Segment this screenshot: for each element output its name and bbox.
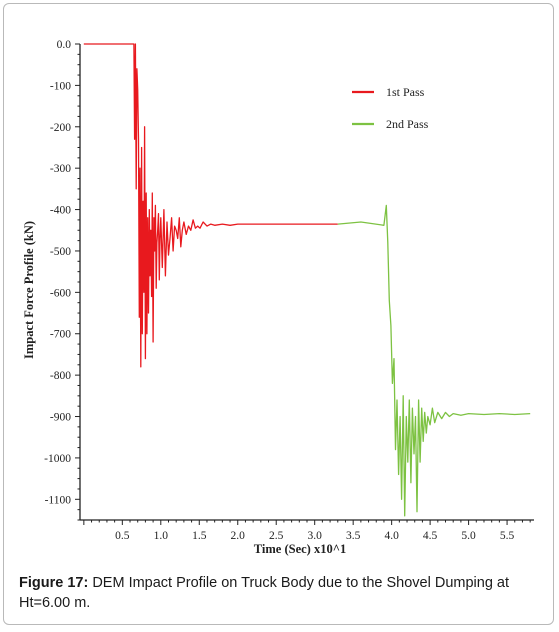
y-tick-label: -300 — [50, 163, 71, 175]
x-tick-label: 3.0 — [308, 530, 323, 542]
x-tick-label: 1.5 — [192, 530, 207, 542]
legend-label-1: 1st Pass — [386, 85, 425, 99]
y-tick-label: -700 — [50, 329, 71, 341]
axes: 0.0 -100 -200 -300 -400 -500 -600 -700 -800 -900 -… — [44, 39, 534, 542]
y-tick-label: -200 — [50, 122, 71, 134]
caption-label: Figure 17: — [19, 575, 89, 591]
series-line-1 — [83, 43, 338, 368]
y-tick-label: -600 — [50, 287, 71, 299]
y-tick-label: -900 — [50, 412, 71, 424]
series-line-2 — [337, 204, 531, 517]
y-axis-label: Impact Force Profile (kN) — [22, 221, 36, 359]
y-tick-label: -800 — [50, 370, 71, 382]
y-tick-label: -100 — [50, 80, 71, 92]
y-tick-label: -1000 — [44, 453, 71, 465]
y-tick-label: -500 — [50, 246, 71, 258]
legend-label-2: 2nd Pass — [386, 117, 429, 131]
y-tick-label: -400 — [50, 205, 71, 217]
x-axis-label: Time (Sec) x10^1 — [254, 542, 346, 556]
x-tick-label: 2.5 — [269, 530, 284, 542]
x-tick-label: 3.5 — [346, 530, 361, 542]
x-tick-label: 1.0 — [154, 530, 169, 542]
caption-text: DEM Impact Profile on Truck Body due to … — [19, 575, 510, 611]
x-tick-label: 2.0 — [231, 530, 246, 542]
x-tick-label: 0.5 — [115, 530, 130, 542]
x-tick-label: 5.5 — [500, 530, 515, 542]
figure-caption: Figure 17: DEM Impact Profile on Truck B… — [19, 573, 544, 613]
y-tick-label: 0.0 — [57, 39, 72, 51]
figure-frame — [3, 3, 554, 625]
x-tick-label: 4.0 — [384, 530, 399, 542]
y-tick-label: -1100 — [45, 494, 72, 506]
series-layer — [83, 43, 531, 517]
x-tick-label: 5.0 — [461, 530, 476, 542]
impact-profile-chart: 0.0 -100 -200 -300 -400 -500 -600 -700 -800 -900 -… — [22, 39, 534, 556]
legend: 1st Pass 2nd Pass — [352, 85, 429, 131]
x-tick-label: 4.5 — [423, 530, 438, 542]
